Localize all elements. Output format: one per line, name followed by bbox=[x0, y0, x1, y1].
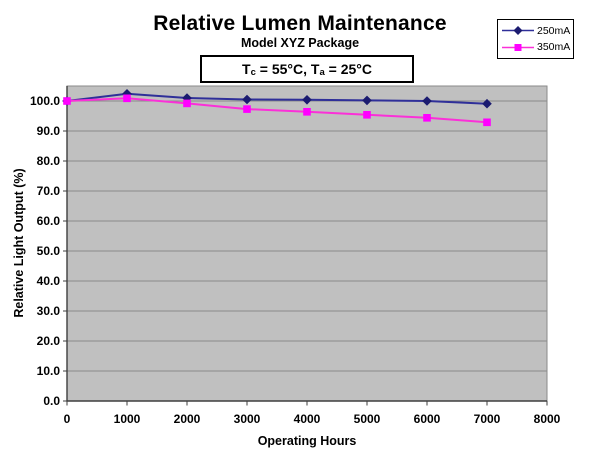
annotation-text-part: = 55°C, T bbox=[255, 61, 320, 77]
legend: 250mA 350mA bbox=[497, 19, 574, 59]
chart-subtitle: Model XYZ Package bbox=[240, 36, 360, 50]
data-point-350mA bbox=[243, 105, 251, 113]
data-point-250mA bbox=[362, 95, 372, 106]
x-tick-label: 2000 bbox=[174, 412, 201, 426]
y-tick-label: 0.0 bbox=[43, 394, 60, 408]
data-point-250mA bbox=[302, 95, 312, 105]
y-tick-label: 50.0 bbox=[37, 244, 61, 258]
x-tick-label: 0 bbox=[64, 412, 71, 426]
annotation-text-part: T bbox=[242, 61, 251, 77]
x-axis-title: Operating Hours bbox=[257, 434, 357, 448]
x-tick-label: 7000 bbox=[474, 412, 501, 426]
series-line-250mA bbox=[66, 92, 488, 105]
data-point-350mA bbox=[423, 114, 431, 122]
data-point-250mA bbox=[422, 96, 432, 106]
y-tick-label: 70.0 bbox=[37, 184, 61, 198]
data-point-250mA bbox=[482, 98, 492, 109]
data-point-350mA bbox=[63, 97, 71, 105]
legend-item-350mA: 350mA bbox=[498, 41, 573, 53]
data-point-350mA bbox=[363, 111, 371, 119]
x-tick-label: 4000 bbox=[294, 412, 321, 426]
data-point-350mA bbox=[303, 108, 311, 116]
y-tick-label: 10.0 bbox=[37, 364, 61, 378]
legend-label: 250mA bbox=[537, 24, 571, 37]
y-axis-title: Relative Light Output (%) bbox=[12, 168, 26, 318]
x-tick-label: 5000 bbox=[354, 412, 381, 426]
data-point-350mA bbox=[483, 118, 491, 127]
legend-label: 350mA bbox=[537, 41, 571, 54]
y-tick-label: 80.0 bbox=[37, 154, 61, 168]
x-tick-label: 1000 bbox=[114, 412, 141, 426]
y-tick-label: 60.0 bbox=[37, 214, 61, 228]
x-tick-label: 6000 bbox=[414, 412, 441, 426]
x-tick-label: 3000 bbox=[234, 412, 261, 426]
chart-title: Relative Lumen Maintenance bbox=[153, 12, 447, 35]
annotation-subscript: c bbox=[250, 67, 256, 78]
annotation-subscript: a bbox=[319, 67, 325, 78]
legend-square-marker-icon bbox=[502, 43, 534, 51]
annotation-text-part: = 25°C bbox=[324, 61, 372, 77]
data-point-350mA bbox=[123, 94, 131, 103]
y-tick-label: 100.0 bbox=[30, 94, 60, 108]
axis-lines bbox=[66, 86, 547, 402]
y-tick-label: 40.0 bbox=[37, 274, 61, 288]
data-point-250mA bbox=[242, 94, 252, 105]
y-tick-label: 90.0 bbox=[37, 124, 61, 138]
legend-diamond-marker-icon bbox=[502, 26, 534, 36]
x-tick-label: 8000 bbox=[534, 412, 561, 426]
legend-item-250mA: 250mA bbox=[498, 25, 573, 37]
plot-background bbox=[66, 85, 548, 402]
data-point-350mA bbox=[183, 99, 191, 108]
y-tick-label: 30.0 bbox=[37, 304, 61, 318]
series-line-350mA bbox=[66, 97, 488, 124]
y-tick-label: 20.0 bbox=[37, 334, 61, 348]
